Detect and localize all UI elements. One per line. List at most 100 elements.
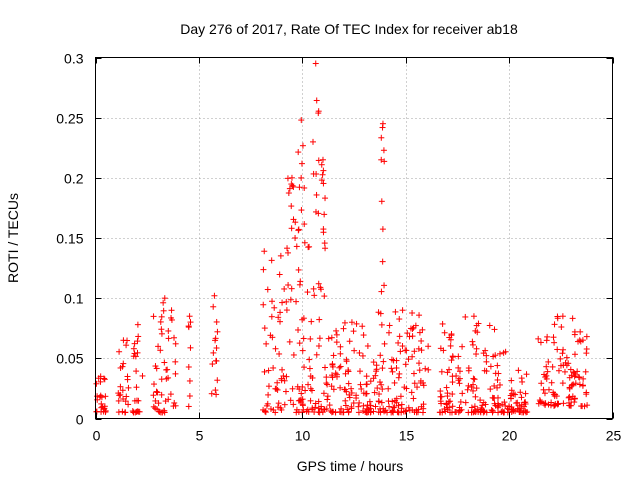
data-point [213, 391, 220, 398]
data-point [567, 402, 574, 409]
data-point [326, 402, 333, 409]
data-point [402, 408, 409, 415]
data-point [171, 334, 178, 341]
data-point [338, 405, 345, 412]
data-point [284, 245, 291, 252]
data-point [317, 284, 324, 291]
data-point [171, 399, 178, 406]
data-point [321, 240, 328, 247]
data-point [490, 395, 497, 402]
data-point [413, 409, 420, 416]
data-point [158, 376, 165, 383]
data-point [378, 198, 385, 205]
data-point [495, 370, 502, 377]
data-point [462, 399, 469, 406]
data-point [337, 343, 344, 350]
data-point [172, 402, 179, 409]
data-point [286, 185, 293, 192]
data-point [93, 380, 100, 387]
data-point [122, 398, 129, 405]
data-point [375, 398, 382, 405]
data-point [277, 318, 284, 325]
data-point [376, 379, 383, 386]
data-point [260, 301, 267, 308]
data-point [309, 374, 316, 381]
data-point [385, 398, 392, 405]
data-point [414, 384, 421, 391]
data-point [155, 400, 162, 407]
data-point [418, 337, 425, 344]
data-point [554, 346, 561, 353]
data-point [117, 383, 124, 390]
data-point [453, 372, 460, 379]
data-point [494, 384, 501, 391]
data-point [355, 403, 362, 410]
data-point [135, 408, 142, 415]
data-point [571, 351, 578, 358]
data-point [521, 403, 528, 410]
data-point [323, 380, 330, 387]
data-point [363, 373, 370, 380]
data-point [336, 364, 343, 371]
data-point [378, 399, 385, 406]
data-point [407, 325, 414, 332]
data-point [123, 342, 130, 349]
data-point [437, 388, 444, 395]
data-point [155, 408, 162, 415]
data-point [315, 108, 322, 115]
x-tick-label: 5 [196, 428, 204, 444]
data-point [389, 368, 396, 375]
data-point [565, 399, 572, 406]
data-point [345, 368, 352, 375]
data-point [558, 323, 565, 330]
data-point [187, 319, 194, 326]
data-point [376, 391, 383, 398]
data-point [379, 120, 386, 127]
data-point [265, 367, 272, 374]
data-point [575, 373, 582, 380]
data-point [293, 409, 300, 416]
data-point [115, 397, 122, 404]
data-point [572, 380, 579, 387]
data-point [396, 370, 403, 377]
data-point [405, 404, 412, 411]
data-point [304, 406, 311, 413]
x-tick-label: 15 [399, 428, 415, 444]
data-point [98, 400, 105, 407]
data-point [538, 380, 545, 387]
data-point [292, 219, 299, 226]
data-point [277, 252, 284, 259]
data-point [321, 364, 328, 371]
data-point [396, 333, 403, 340]
data-point [133, 397, 140, 404]
data-point [165, 374, 172, 381]
data-point [458, 406, 465, 413]
data-point [473, 322, 480, 329]
data-point [135, 333, 142, 340]
data-point [502, 402, 509, 409]
data-point [457, 398, 464, 405]
data-point [160, 307, 167, 314]
data-point [583, 333, 590, 340]
data-point [512, 391, 519, 398]
data-point [471, 376, 478, 383]
data-point [554, 315, 561, 322]
data-point [152, 405, 159, 412]
data-point [379, 365, 386, 372]
data-point [378, 321, 385, 328]
data-point [261, 248, 268, 255]
y-tick-label: 0.1 [64, 291, 84, 307]
data-point [130, 345, 137, 352]
data-point [289, 385, 296, 392]
data-point [315, 398, 322, 405]
data-point [124, 376, 131, 383]
data-point [131, 350, 138, 357]
data-point [320, 390, 327, 397]
data-point [549, 363, 556, 370]
data-point [283, 373, 290, 380]
data-point [323, 405, 330, 412]
data-point [522, 399, 529, 406]
data-point [418, 347, 425, 354]
data-point [353, 320, 360, 327]
data-point [360, 407, 367, 414]
